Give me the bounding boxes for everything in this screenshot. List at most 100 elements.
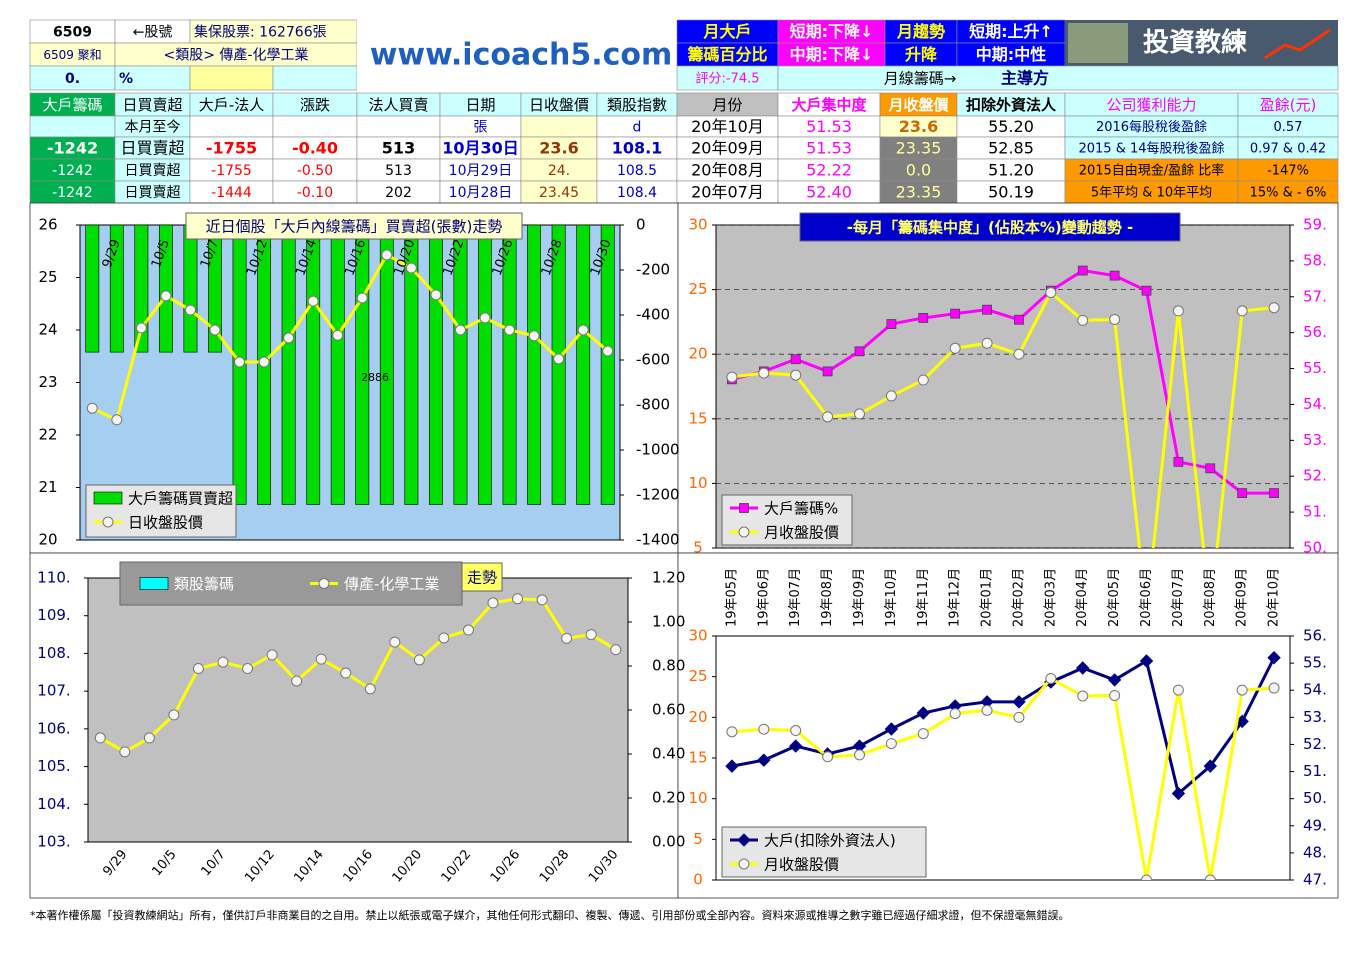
tick-label: 30 bbox=[688, 627, 707, 645]
cell bbox=[676, 65, 779, 91]
tick-label: 54. bbox=[1303, 395, 1327, 413]
marker bbox=[454, 324, 466, 336]
tick-label: 59. bbox=[1303, 216, 1327, 234]
cell-text: -0.10 bbox=[297, 185, 333, 201]
cell-text: 中期:下降↓ bbox=[790, 45, 874, 64]
cell-text: 集保股票: 162766張 bbox=[194, 24, 327, 41]
marker bbox=[1236, 684, 1248, 696]
bar bbox=[85, 225, 100, 353]
bar bbox=[330, 225, 345, 505]
footer: *本著作權係屬「投資教練網站」所有，僅供訂戶非商業目的之自用。禁止以紙張或電子媒… bbox=[30, 908, 1070, 922]
tick-label: 108. bbox=[37, 644, 70, 662]
marker bbox=[1045, 287, 1057, 299]
tick-label: 56. bbox=[1303, 323, 1327, 341]
tick-label: 0.20 bbox=[652, 789, 685, 807]
marker bbox=[739, 503, 749, 513]
cell-text: 0. bbox=[65, 71, 80, 87]
marker bbox=[102, 516, 114, 528]
marker bbox=[949, 342, 961, 354]
tick-label: 10 bbox=[688, 789, 707, 807]
logo-arrow bbox=[1264, 28, 1331, 60]
x-tick-label: 19年08月 bbox=[820, 568, 835, 627]
tick-label: 52. bbox=[1303, 467, 1327, 485]
cell-text: 108.5 bbox=[617, 163, 657, 179]
marker bbox=[291, 675, 303, 687]
tick-label: 53. bbox=[1303, 431, 1327, 449]
marker bbox=[430, 289, 442, 301]
tick-label: 21 bbox=[38, 478, 57, 496]
legend-label: 類股籌碼 bbox=[174, 575, 234, 593]
x-tick-label: 20年04月 bbox=[1075, 568, 1090, 627]
bar bbox=[428, 225, 443, 505]
cell-text: 15% & - 6% bbox=[1250, 186, 1327, 201]
marker bbox=[1268, 682, 1280, 694]
line bbox=[731, 290, 1275, 548]
tick-label: -1000 bbox=[636, 441, 680, 459]
cell-text: 23.6 bbox=[539, 139, 578, 158]
tick-label: 0.00 bbox=[652, 833, 685, 851]
cell-text: 中期:中性 bbox=[976, 45, 1046, 64]
tick-label: 24 bbox=[38, 321, 57, 339]
cell-text: 20年10月 bbox=[691, 117, 764, 136]
x-tick-label: 20年03月 bbox=[1043, 568, 1058, 627]
line bbox=[731, 269, 1275, 495]
chart-title: 近日個股「大戶內線籌碼」買賣超(張數)走勢 bbox=[206, 218, 503, 236]
cell-text: % bbox=[119, 71, 133, 87]
cell-text: 籌碼百分比 bbox=[687, 45, 767, 64]
marker bbox=[340, 667, 352, 679]
marker bbox=[854, 749, 865, 761]
marker bbox=[726, 371, 738, 383]
marker bbox=[512, 593, 524, 605]
marker bbox=[1013, 348, 1025, 360]
line bbox=[91, 252, 609, 422]
column-header: 盈餘(元) bbox=[1260, 96, 1317, 114]
cell bbox=[272, 115, 358, 138]
plot bbox=[94, 593, 622, 758]
marker bbox=[854, 346, 865, 357]
cell-text: -0.40 bbox=[292, 139, 338, 158]
logo-text: 投資教練 bbox=[1143, 27, 1247, 58]
cell-text: 513 bbox=[385, 163, 412, 179]
tick-label: 1.20 bbox=[652, 569, 685, 587]
tick-label: -800 bbox=[636, 396, 670, 414]
marker bbox=[725, 759, 739, 773]
bar bbox=[379, 225, 394, 505]
tick-label: 0 bbox=[693, 871, 703, 889]
marker bbox=[918, 313, 929, 323]
cell-text: 20年08月 bbox=[691, 161, 764, 180]
legend-swatch bbox=[139, 577, 169, 590]
legend-label: 月收盤股價 bbox=[764, 524, 839, 542]
marker bbox=[1109, 270, 1120, 281]
cell-text: 2015自由現金/盈餘 比率 bbox=[1079, 163, 1225, 179]
marker bbox=[160, 290, 172, 302]
tick-label: 49. bbox=[1303, 816, 1327, 834]
marker bbox=[738, 526, 750, 538]
cell-text: -1242 bbox=[47, 139, 98, 158]
cell-text: 50.19 bbox=[988, 183, 1034, 202]
column-header: 法人買賣 bbox=[368, 96, 428, 114]
cell-text: 23.35 bbox=[896, 183, 942, 202]
line bbox=[731, 676, 1275, 880]
marker bbox=[168, 709, 180, 721]
tick-label: 25 bbox=[38, 268, 57, 286]
marker bbox=[332, 329, 344, 341]
marker bbox=[981, 337, 993, 349]
cell-text: 評分:-74.5 bbox=[695, 72, 759, 87]
x-tick-label: 20年05月 bbox=[1107, 568, 1122, 627]
marker bbox=[1205, 463, 1216, 474]
chart-title: -每月「籌碼集中度」(佔股本%)變動趨勢 - bbox=[847, 219, 1133, 237]
bar bbox=[453, 225, 468, 505]
title-box bbox=[185, 212, 523, 240]
cell-text: 6509 聚和 bbox=[43, 48, 101, 62]
cell-text: 日買賣超 bbox=[125, 163, 181, 179]
marker bbox=[487, 597, 499, 609]
marker bbox=[789, 739, 803, 753]
tick-label: 20 bbox=[688, 345, 707, 363]
x-tick-label: 20年08月 bbox=[1203, 568, 1218, 627]
tick-label: -200 bbox=[636, 261, 670, 279]
marker bbox=[119, 746, 131, 758]
bar bbox=[306, 225, 321, 505]
tick-label: 20 bbox=[688, 708, 707, 726]
x-tick-label: 19年07月 bbox=[788, 568, 803, 627]
